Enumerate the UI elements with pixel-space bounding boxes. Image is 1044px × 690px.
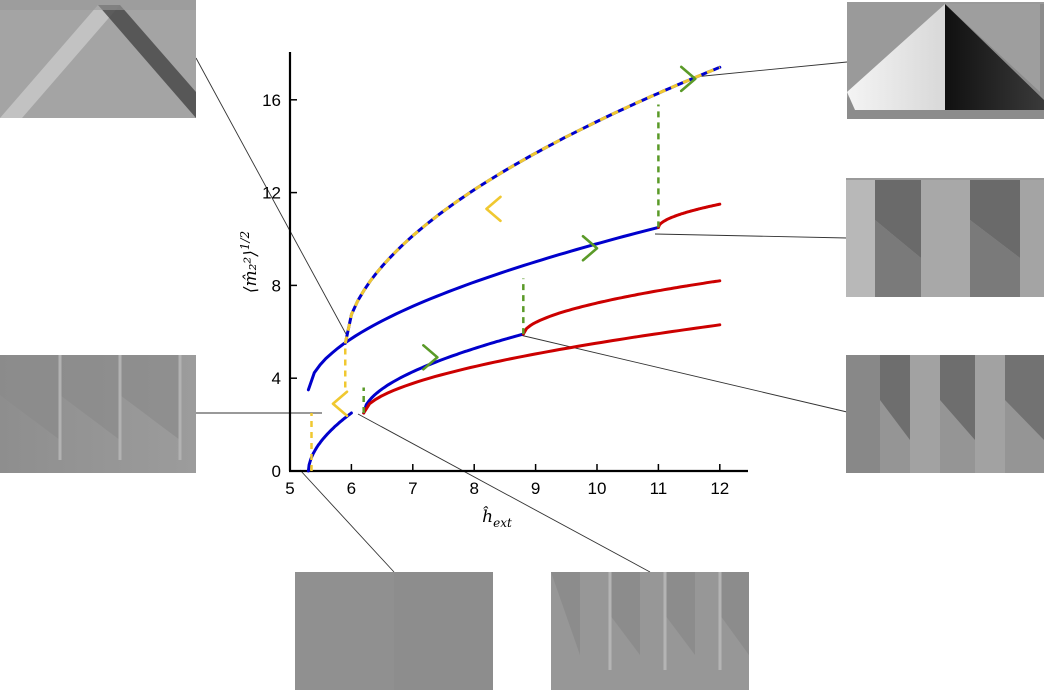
y-tick-label: 8 [272,276,281,295]
sweep-arrow [331,390,349,418]
arrows [331,65,697,418]
y-tick-label: 0 [272,462,281,481]
x-tick-label: 5 [285,479,294,498]
leader-line-bottom-right [357,413,651,573]
sweep-arrow [581,234,599,262]
x-tick-label: 9 [531,479,540,498]
y-axis-label: ⟨m̂₂²⟩1/2 [238,231,261,293]
thumb-mid-left [0,355,196,473]
thumb-bottom-left [295,572,493,690]
branch-line [362,332,525,415]
x-tick-label: 8 [469,479,478,498]
sweep-arrow [485,195,502,223]
thumb-top-right [847,2,1044,119]
branch-line [306,225,660,392]
leader-line-bottom-left [299,469,395,573]
axes: 5 6 7 8 9 10 11 12 0 4 8 12 16 [262,52,748,498]
leader-line-top-left [195,57,347,335]
y-tick-label: 4 [272,369,281,388]
x-ticks: 5 6 7 8 9 10 11 12 [285,464,729,498]
branch-line [362,323,722,415]
x-tick-label: 6 [347,479,356,498]
thumb-bottom-right [551,572,749,690]
transitions [310,104,660,471]
thumb-mid-right-lower [846,355,1044,473]
branch-line [343,65,722,345]
branches [306,65,722,473]
sweep-arrow [679,65,697,93]
y-tick-label: 12 [262,184,281,203]
sweep-arrow [422,344,439,371]
branch-line [306,411,353,473]
leader-lines [195,57,848,573]
y-tick-label: 16 [262,91,281,110]
x-axis-label: ĥext [482,506,512,530]
x-tick-label: 12 [710,479,729,498]
x-tick-label: 11 [650,479,668,498]
branch-line [656,202,722,229]
x-tick-label: 7 [408,479,417,498]
thumb-mid-right-upper [846,178,1044,297]
backward-sweep-overlay [343,65,721,344]
x-tick-label: 10 [588,479,607,498]
leader-line-mid-right-upper [654,233,848,239]
leader-line-top-right [693,61,848,78]
thumb-top-left [0,0,196,118]
branch-line [521,279,722,336]
y-ticks: 0 4 8 12 16 [262,91,297,481]
